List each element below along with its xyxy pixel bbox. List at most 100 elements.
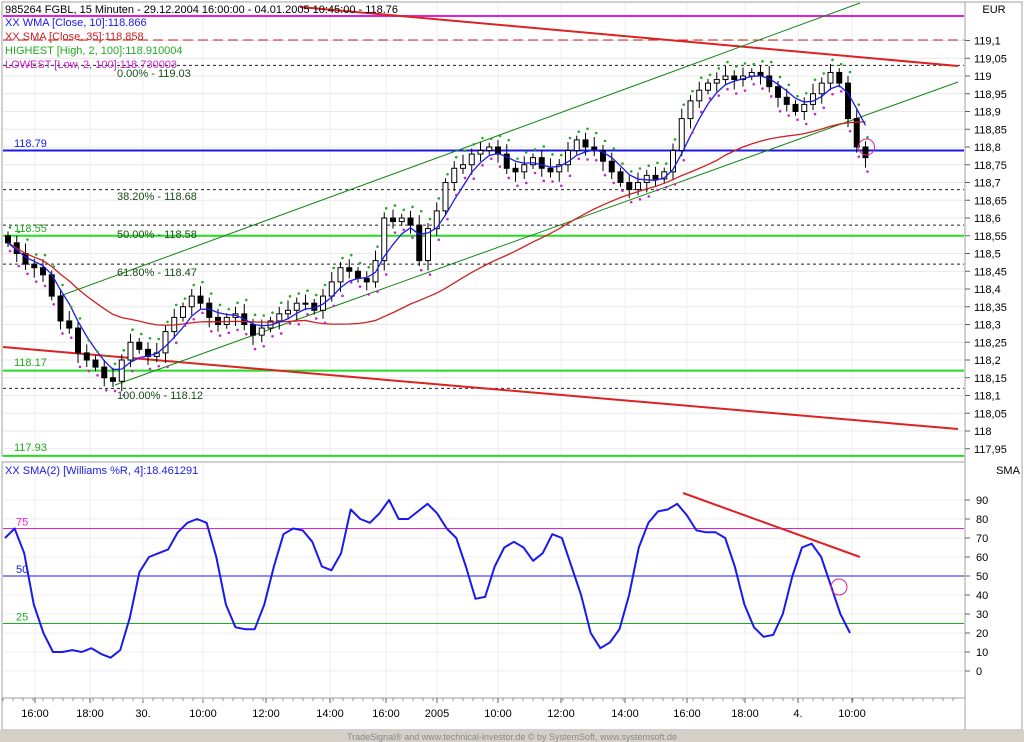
x-tick-label: 10:00 bbox=[189, 708, 217, 720]
indicator-tick-label: 40 bbox=[976, 590, 988, 602]
price-tick-label: 118,3 bbox=[974, 320, 1001, 332]
price-tick-label: 118,35 bbox=[974, 302, 1007, 314]
highest-dot bbox=[341, 256, 344, 260]
highest-dot bbox=[349, 253, 353, 257]
price-tick-label: 118,8 bbox=[974, 142, 1001, 154]
upper-resistance-line bbox=[299, 6, 959, 67]
candle-body bbox=[136, 341, 143, 350]
highest-dot bbox=[516, 157, 519, 160]
lowest-dot bbox=[209, 330, 213, 333]
legend-highest: HIGHEST [High, 2, 100]:118.910004 bbox=[5, 45, 183, 57]
lowest-dot bbox=[306, 313, 309, 316]
price-tick-label: 119,1 bbox=[974, 36, 1001, 48]
lower-support-line bbox=[2, 346, 959, 430]
lowest-dot bbox=[787, 114, 791, 117]
highest-dot bbox=[586, 127, 589, 131]
highest-dot bbox=[367, 265, 371, 269]
candle-body bbox=[573, 139, 580, 152]
lowest-dot bbox=[454, 193, 458, 197]
lowest-dot bbox=[699, 110, 703, 114]
legend-sma: XX SMA [Close, 35]:118.858 bbox=[5, 31, 144, 43]
candle-body bbox=[862, 146, 869, 159]
highest-dot bbox=[192, 283, 196, 287]
highest-dot bbox=[157, 337, 161, 341]
highest-dot bbox=[682, 103, 686, 106]
highest-dot bbox=[96, 350, 99, 354]
price-tick-label: 118,1 bbox=[974, 391, 1001, 403]
level-label-1: 118.79 bbox=[14, 138, 47, 150]
lowest-dot bbox=[866, 170, 869, 173]
x-tick-label: 10:00 bbox=[838, 708, 866, 720]
price-tick-label: 118,95 bbox=[974, 89, 1007, 101]
lowest-dot bbox=[594, 158, 598, 162]
candle-body bbox=[320, 295, 326, 311]
candle-body bbox=[250, 324, 256, 336]
footer-strip bbox=[0, 730, 1024, 742]
lowest-dot bbox=[218, 334, 222, 337]
highest-dot bbox=[717, 67, 721, 70]
lowest-dot bbox=[664, 185, 668, 189]
lowest-dot bbox=[542, 179, 546, 183]
highest-dot bbox=[244, 298, 248, 302]
highest-dot bbox=[638, 167, 642, 170]
highest-dot bbox=[752, 62, 756, 66]
lowest-dot bbox=[376, 290, 379, 293]
highest-dot bbox=[148, 336, 152, 340]
lowest-dot bbox=[463, 176, 467, 180]
lowest-dot bbox=[148, 367, 152, 371]
candle-body bbox=[355, 270, 361, 279]
highest-dot bbox=[699, 76, 703, 79]
lowest-dot bbox=[297, 322, 301, 326]
lowest-dot bbox=[87, 369, 91, 373]
highest-dot bbox=[419, 209, 423, 213]
candle-body bbox=[258, 327, 265, 336]
lowest-dot bbox=[559, 184, 563, 188]
highest-dot bbox=[271, 311, 274, 314]
candle-body bbox=[635, 182, 641, 191]
lowest-dot bbox=[551, 180, 554, 183]
highest-dot bbox=[78, 317, 82, 320]
price-tick-label: 118,65 bbox=[974, 195, 1007, 207]
indicator-axis-title: SMA bbox=[996, 465, 1021, 477]
price-tick-label: 118,9 bbox=[974, 107, 1001, 119]
candle-body bbox=[451, 167, 458, 184]
candle-body bbox=[66, 320, 73, 329]
lowest-dot bbox=[236, 328, 239, 332]
highest-dot bbox=[384, 207, 388, 210]
candle-body bbox=[617, 171, 624, 184]
candle-body bbox=[293, 302, 300, 311]
candle-body bbox=[713, 79, 720, 84]
lowest-dot bbox=[568, 174, 572, 178]
lowest-dot bbox=[524, 181, 528, 185]
highest-dot bbox=[314, 293, 318, 297]
candle-body bbox=[503, 153, 510, 169]
candle-body bbox=[530, 157, 536, 166]
lowest-dot bbox=[113, 389, 117, 393]
highest-dot bbox=[227, 307, 231, 311]
highest-dot bbox=[559, 153, 563, 157]
lowest-dot bbox=[656, 188, 659, 192]
fib-label-382: 38.20% - 118.68 bbox=[117, 191, 197, 203]
highest-dot bbox=[804, 92, 808, 95]
highest-dot bbox=[726, 60, 729, 64]
candle-body bbox=[398, 217, 405, 223]
lowest-dot bbox=[804, 122, 808, 126]
candle-body bbox=[696, 89, 703, 102]
highest-dot bbox=[411, 205, 414, 209]
lowest-dot bbox=[314, 317, 318, 320]
highest-dot bbox=[8, 226, 12, 229]
x-tick-label: 12:00 bbox=[252, 708, 280, 720]
highest-dot bbox=[621, 162, 624, 165]
highest-dot bbox=[673, 138, 677, 141]
indicator-tick-label: 10 bbox=[976, 647, 988, 659]
x-tick-label: 16:00 bbox=[21, 708, 49, 720]
legend-lowest: LOWEST [Low, 2, 100]:118.730003 bbox=[5, 59, 177, 71]
lowest-dot bbox=[341, 294, 344, 298]
highest-dot bbox=[463, 149, 467, 153]
symbol-title: 985264 FGBL, 15 Minuten - 29.12.2004 16:… bbox=[5, 4, 398, 16]
highest-dot bbox=[489, 137, 493, 141]
highest-dot bbox=[866, 136, 869, 139]
candle-body bbox=[162, 331, 169, 354]
candle-body bbox=[836, 71, 843, 84]
lowest-dot bbox=[332, 304, 336, 308]
